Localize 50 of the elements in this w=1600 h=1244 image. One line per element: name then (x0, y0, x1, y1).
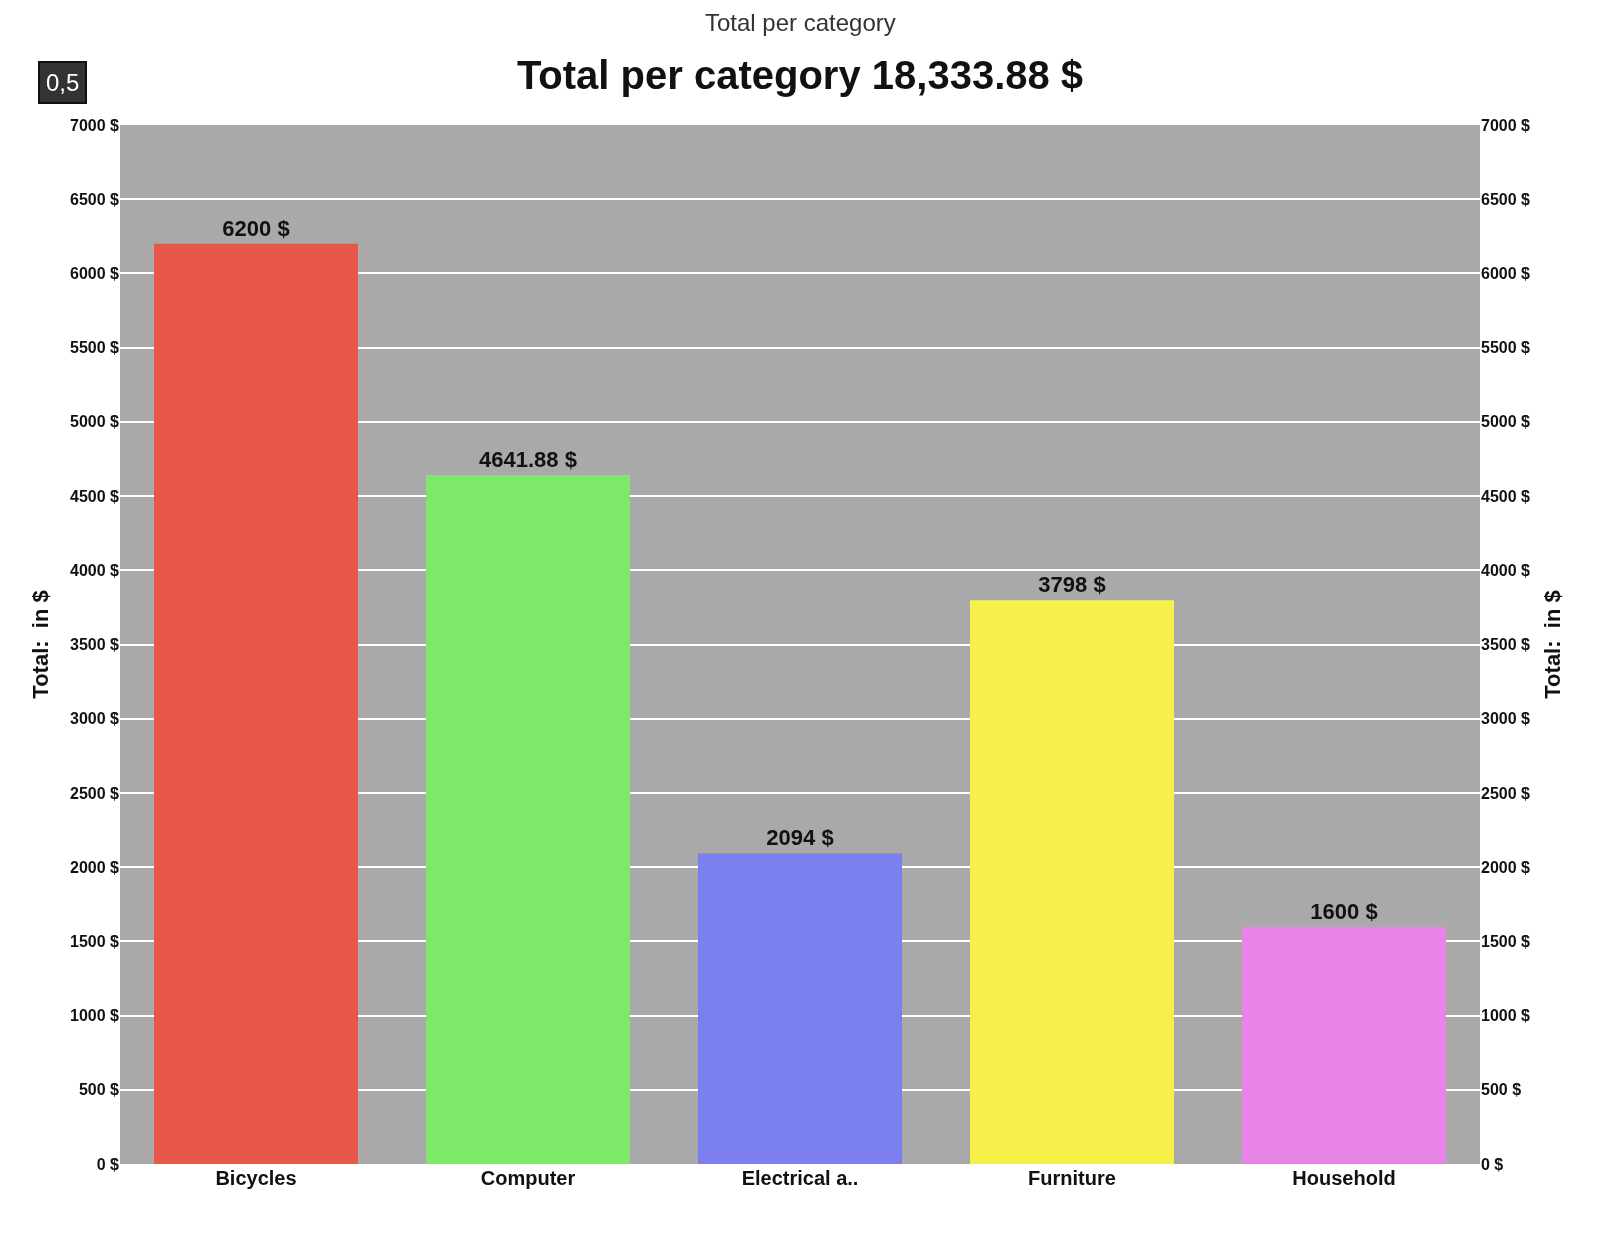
data-label: 4641.88 $ (479, 447, 577, 473)
y-tick-label: 0 $ (96, 1155, 120, 1173)
y2-tick-label: 7000 $ (1481, 116, 1531, 134)
y-tick-label: 4000 $ (70, 561, 120, 579)
y-tick-label: 2500 $ (70, 784, 120, 802)
y2-tick-label: 500 $ (1481, 1081, 1522, 1099)
y2-tick-label: 2000 $ (1481, 858, 1531, 876)
y-tick-label: 6500 $ (70, 190, 120, 208)
x-tick-label: Electrical a.. (741, 1167, 859, 1189)
y2-tick-label: 5500 $ (1481, 339, 1531, 357)
y2-tick-label: 1000 $ (1481, 1007, 1531, 1025)
y-axis-title: Total: in $ (27, 590, 53, 699)
y2-tick-label: 6500 $ (1481, 190, 1531, 208)
bar (154, 243, 358, 1164)
data-label: 6200 $ (222, 215, 290, 241)
y-tick-label: 3500 $ (70, 636, 120, 654)
x-tick-label: Household (1292, 1167, 1396, 1189)
y-tick-label: 6000 $ (70, 265, 120, 283)
y-tick-label: 4500 $ (70, 487, 120, 505)
chart-title: Total per category 18,333.88 $ (516, 52, 1084, 97)
y-tick-label: 2000 $ (70, 858, 120, 876)
text: Total per category (705, 9, 896, 36)
y-tick-label: 500 $ (78, 1081, 120, 1099)
y2-tick-label: 4500 $ (1481, 487, 1531, 505)
y-tick-label: 1500 $ (70, 932, 120, 950)
bar (1242, 926, 1446, 1164)
bar (970, 600, 1174, 1164)
y2-tick-label: 3000 $ (1481, 710, 1531, 728)
y2-axis-title: Total: in $ (1539, 590, 1565, 699)
x-tick-label: Computer (480, 1167, 576, 1189)
y2-tick-label: 0 $ (1481, 1155, 1504, 1173)
y2-tick-label: 1500 $ (1481, 932, 1531, 950)
y-tick-label: 3000 $ (70, 710, 120, 728)
y-tick-label: 5000 $ (70, 413, 120, 431)
y2-tick-label: 5000 $ (1481, 413, 1531, 431)
bar (426, 475, 630, 1164)
y-tick-label: 5500 $ (70, 339, 120, 357)
y2-tick-label: 2500 $ (1481, 784, 1531, 802)
x-tick-label: Furniture (1028, 1167, 1116, 1189)
y2-tick-label: 3500 $ (1481, 636, 1531, 654)
data-label: 1600 $ (1310, 898, 1378, 924)
y-tick-label: 7000 $ (70, 116, 120, 134)
text: 0,5 (46, 69, 80, 96)
x-tick-label: Bicycles (215, 1167, 297, 1189)
data-label: 2094 $ (766, 825, 834, 851)
y2-tick-label: 6000 $ (1481, 265, 1531, 283)
bar (698, 853, 902, 1164)
y-tick-label: 1000 $ (70, 1007, 120, 1025)
y2-tick-label: 4000 $ (1481, 561, 1531, 579)
data-label: 3798 $ (1038, 572, 1106, 598)
